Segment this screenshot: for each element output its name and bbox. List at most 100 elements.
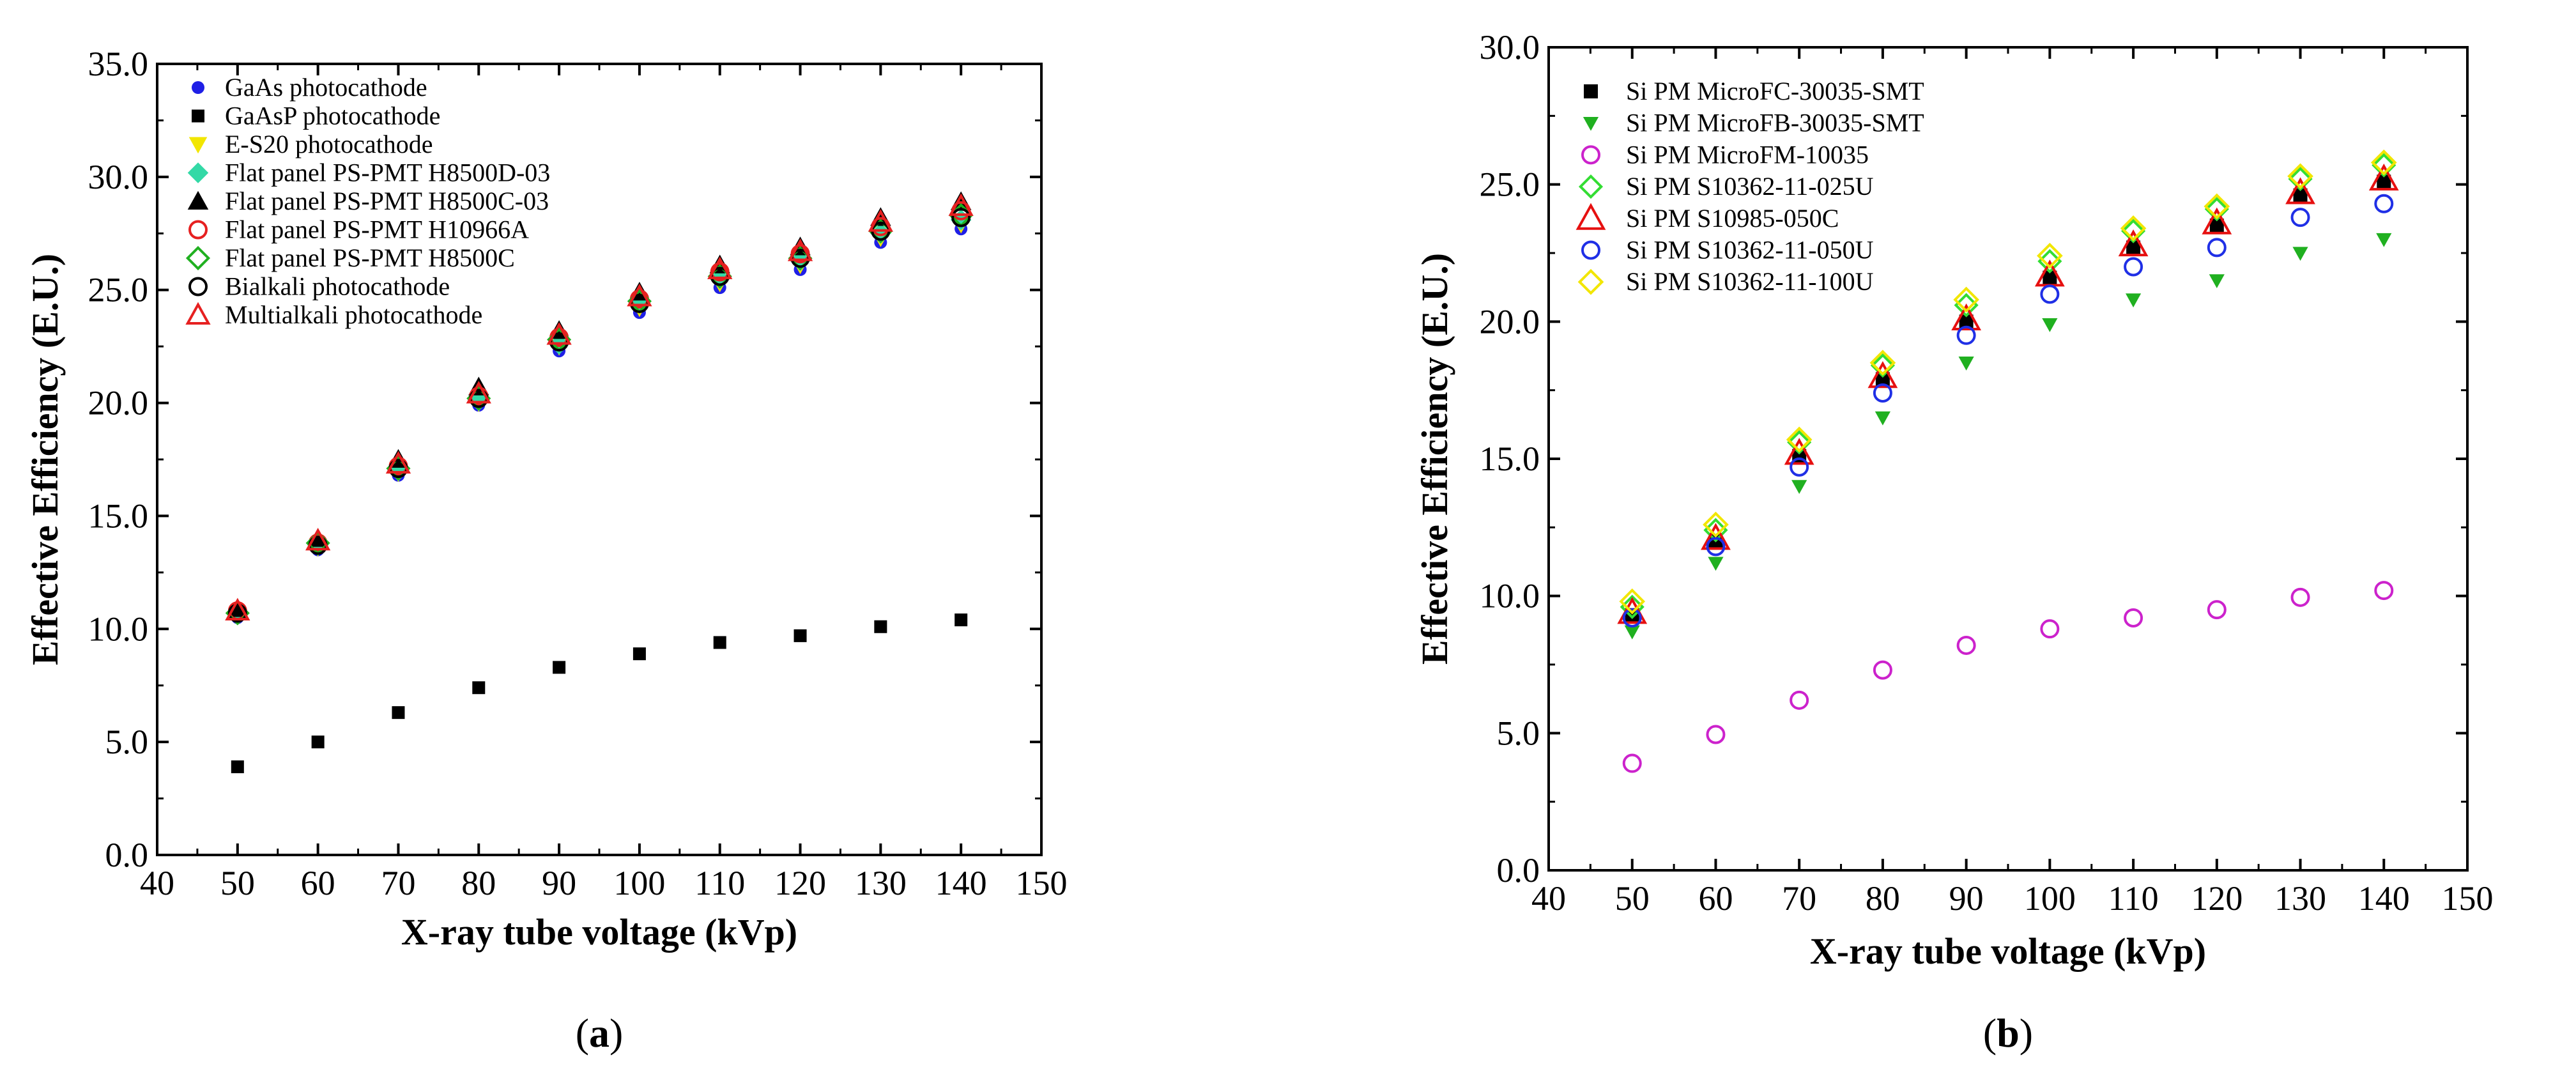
- data-point: [305, 527, 331, 551]
- legend-label: Flat panel PS-PMT H8500D-03: [225, 158, 550, 187]
- data-point: [2204, 197, 2229, 222]
- series-si-pm-microfb-30035-smt: [1624, 233, 2392, 640]
- data-point: [2207, 238, 2227, 258]
- data-point: [1869, 350, 1896, 376]
- y-tick-label: 10.0: [1480, 577, 1540, 615]
- x-tick-label: 50: [1615, 879, 1650, 918]
- y-tick-label: 5.0: [105, 723, 149, 761]
- data-point: [2377, 174, 2391, 189]
- data-point: [2376, 233, 2392, 247]
- data-point: [951, 208, 971, 227]
- data-point: [2124, 608, 2143, 628]
- x-tick-label: 80: [461, 864, 496, 902]
- x-tick-label: 140: [2358, 879, 2410, 918]
- series-si-pm-s10362-11-100u: [1619, 149, 2397, 615]
- legend-label: GaAsP photocathode: [225, 102, 440, 130]
- data-point: [2287, 163, 2313, 190]
- x-tick-label: 40: [1531, 879, 1566, 918]
- data-point: [2290, 208, 2310, 227]
- data-point: [1784, 438, 1814, 465]
- data-point: [793, 629, 807, 642]
- data-point: [1953, 286, 1979, 313]
- data-point: [2374, 194, 2394, 213]
- data-point: [2118, 229, 2149, 257]
- legend-label: GaAs photocathode: [225, 73, 427, 102]
- data-point: [1875, 372, 1890, 387]
- x-tick-label: 60: [1698, 879, 1733, 918]
- data-point: [2126, 240, 2141, 255]
- data-point: [2202, 207, 2232, 235]
- legend-label: Si PM S10362-11-050U: [1626, 236, 1874, 265]
- x-axis-title: X-ray tube voltage (kVp): [1810, 930, 2206, 972]
- series-gaasp-photocathode: [231, 613, 968, 774]
- data-point: [948, 193, 974, 216]
- legend-label: Si PM S10985-050C: [1626, 204, 1839, 233]
- data-point: [1619, 588, 1646, 615]
- data-point: [1951, 303, 1982, 331]
- legend-label: Bialkali photocathode: [225, 272, 450, 301]
- panel-1: 40 50 60 70 80 90 100 110 120 130 140 150 0.0 5.0 10.0…: [1414, 28, 2494, 1056]
- data-point: [707, 256, 733, 279]
- data-point: [231, 760, 244, 774]
- series-si-pm-s10362-11-025u: [1620, 153, 2396, 619]
- legend-marker: [1575, 203, 1606, 230]
- x-tick-label: 90: [542, 864, 576, 902]
- x-tick-label: 70: [1782, 879, 1816, 918]
- data-point: [2292, 247, 2308, 261]
- data-point: [1786, 426, 1813, 453]
- data-point: [1874, 411, 1891, 426]
- x-tick-label: 130: [855, 864, 907, 902]
- y-tick-label: 35.0: [88, 45, 149, 83]
- x-tick-label: 80: [1866, 879, 1900, 918]
- data-point: [2368, 163, 2399, 191]
- series-multialkali-photocathode: [225, 193, 974, 620]
- legend-marker: [185, 302, 211, 325]
- y-tick-label: 0.0: [105, 836, 149, 874]
- data-point: [1703, 518, 1728, 542]
- legend-marker: [1581, 240, 1600, 260]
- panel-0: 40 50 60 70 80 90 100 110 120 130 140 150 0.0 5.0 10.0…: [24, 45, 1068, 1056]
- legend-marker: [188, 277, 208, 296]
- data-point: [1958, 357, 1974, 371]
- data-point: [1624, 625, 1640, 640]
- data-point: [1706, 725, 1726, 744]
- x-tick-label: 60: [301, 864, 335, 902]
- legend-label: Flat panel PS-PMT H8500C-03: [225, 187, 549, 215]
- y-tick-label: 25.0: [1480, 165, 1540, 204]
- series-si-pm-microfm-10035: [1622, 581, 2394, 773]
- x-tick-label: 110: [2108, 879, 2159, 918]
- legend-marker: [185, 245, 211, 271]
- data-point: [2120, 215, 2147, 242]
- series-si-pm-s10985-050c: [1617, 163, 2399, 624]
- y-tick-label: 30.0: [1480, 28, 1540, 66]
- y-axis-title: Effective Efficiency (E.U.): [1414, 253, 1455, 665]
- y-tick-label: 30.0: [88, 158, 149, 196]
- data-point: [1873, 383, 1892, 403]
- legend-marker: [1577, 268, 1604, 295]
- data-point: [1867, 361, 1898, 389]
- data-point: [1870, 353, 1895, 378]
- data-point: [2209, 274, 2225, 289]
- data-point: [546, 322, 572, 345]
- data-point: [466, 381, 491, 404]
- y-tick-label: 20.0: [1480, 302, 1540, 341]
- data-point: [2290, 587, 2310, 607]
- data-point: [627, 283, 652, 307]
- data-point: [874, 620, 887, 633]
- y-tick-label: 5.0: [1497, 714, 1540, 752]
- data-point: [2374, 581, 2394, 601]
- data-point: [2037, 242, 2063, 269]
- plot-frame: [1547, 46, 2469, 872]
- data-point: [1703, 511, 1729, 538]
- data-point: [225, 597, 250, 620]
- data-point: [2209, 219, 2224, 233]
- x-tick-label: 150: [1016, 864, 1068, 902]
- legend-label: Flat panel PS-PMT H10966A: [225, 215, 529, 244]
- data-point: [1791, 480, 1807, 495]
- data-point: [311, 735, 325, 749]
- data-point: [1790, 457, 1809, 477]
- data-point: [2042, 318, 2058, 332]
- data-point: [1956, 635, 1976, 655]
- data-point: [1956, 325, 1976, 345]
